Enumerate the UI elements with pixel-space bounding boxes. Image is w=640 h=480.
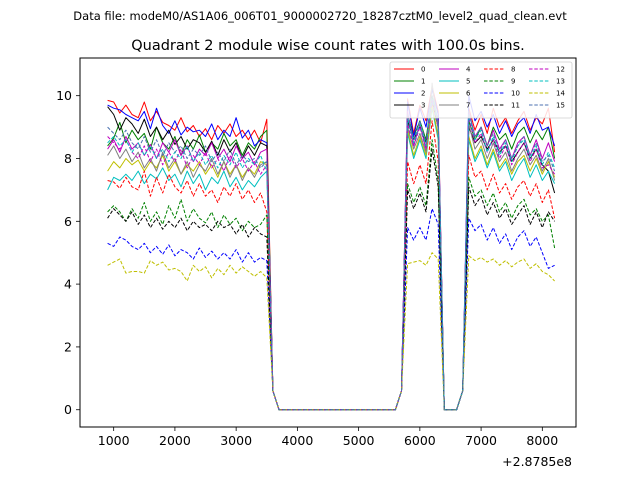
legend-label-12: 12 bbox=[556, 66, 565, 74]
y-axis: 0 2 4 6 8 10 bbox=[56, 88, 80, 417]
legend-label-15: 15 bbox=[556, 102, 565, 110]
y-tick-label: 6 bbox=[64, 214, 72, 229]
y-tick-label: 4 bbox=[64, 277, 72, 292]
series-line-12 bbox=[107, 101, 556, 411]
legend-label-6: 6 bbox=[466, 90, 471, 98]
legend-label-14: 14 bbox=[556, 90, 565, 98]
x-offset-label: +2.8785e8 bbox=[502, 454, 572, 469]
y-tick-label: 0 bbox=[64, 402, 72, 417]
y-tick-label: 8 bbox=[64, 151, 72, 166]
chart-title: Quadrant 2 module wise count rates with … bbox=[131, 38, 525, 54]
y-tick-label: 10 bbox=[56, 88, 72, 103]
legend-label-4: 4 bbox=[466, 66, 471, 74]
x-axis: 1000 2000 3000 4000 5000 6000 7000 8000 bbox=[98, 427, 558, 448]
series-line-15 bbox=[107, 95, 556, 411]
axes-frame bbox=[79, 57, 577, 428]
x-tick-label: 8000 bbox=[526, 433, 558, 448]
axes-background bbox=[80, 58, 576, 427]
y-tick-label: 2 bbox=[64, 339, 72, 354]
x-tick-label: 2000 bbox=[159, 433, 191, 448]
legend-label-9: 9 bbox=[511, 78, 515, 86]
legend-label-10: 10 bbox=[511, 90, 520, 98]
legend-frame bbox=[389, 61, 573, 119]
x-tick-label: 6000 bbox=[404, 433, 436, 448]
legend-label-8: 8 bbox=[511, 66, 515, 74]
x-tick-label: 3000 bbox=[220, 433, 252, 448]
x-tick-label: 5000 bbox=[343, 433, 375, 448]
x-tick-label: 1000 bbox=[98, 433, 130, 448]
plot-area bbox=[79, 57, 577, 428]
x-tick-label: 7000 bbox=[465, 433, 497, 448]
legend-label-7: 7 bbox=[466, 102, 470, 110]
legend-label-11: 11 bbox=[511, 102, 520, 110]
legend-label-2: 2 bbox=[421, 90, 425, 98]
series-layer bbox=[107, 82, 556, 411]
suptitle: Data file: modeM0/AS1A06_006T01_90000027… bbox=[73, 9, 567, 23]
legend-label-1: 1 bbox=[421, 78, 425, 86]
x-tick-label: 4000 bbox=[281, 433, 313, 448]
legend-label-5: 5 bbox=[466, 78, 470, 86]
legend-label-13: 13 bbox=[556, 78, 565, 86]
legend-label-0: 0 bbox=[421, 66, 425, 74]
legend-label-3: 3 bbox=[421, 102, 425, 110]
